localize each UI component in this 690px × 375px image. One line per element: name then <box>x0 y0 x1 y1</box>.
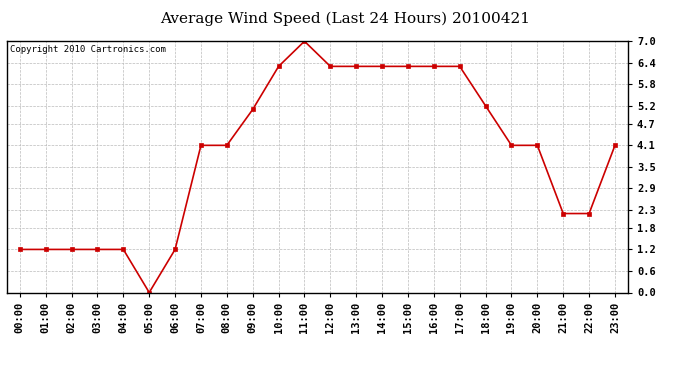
Text: Copyright 2010 Cartronics.com: Copyright 2010 Cartronics.com <box>10 45 166 54</box>
Text: Average Wind Speed (Last 24 Hours) 20100421: Average Wind Speed (Last 24 Hours) 20100… <box>160 11 530 26</box>
